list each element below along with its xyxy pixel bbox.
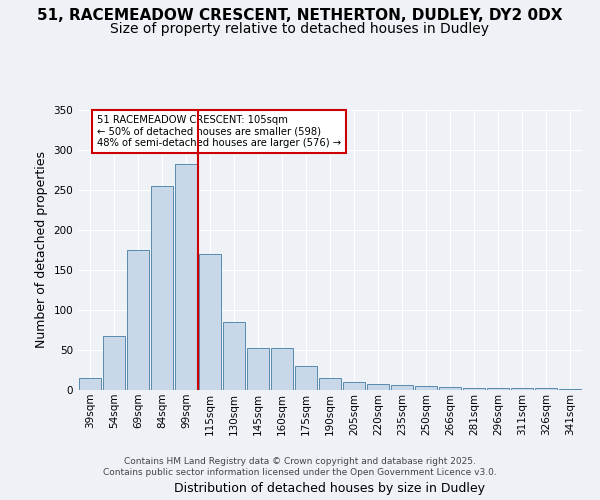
Bar [415, 386, 437, 390]
Bar [295, 366, 317, 390]
Bar [343, 382, 365, 390]
Bar [223, 322, 245, 390]
Bar [103, 336, 125, 390]
Bar [175, 164, 197, 390]
Bar [439, 387, 461, 390]
Text: 51, RACEMEADOW CRESCENT, NETHERTON, DUDLEY, DY2 0DX: 51, RACEMEADOW CRESCENT, NETHERTON, DUDL… [37, 8, 563, 22]
Bar [319, 378, 341, 390]
Bar [367, 384, 389, 390]
Bar [463, 388, 485, 390]
Bar [391, 385, 413, 390]
Bar [559, 389, 581, 390]
Bar [127, 250, 149, 390]
Bar [79, 378, 101, 390]
Bar [535, 388, 557, 390]
Text: Size of property relative to detached houses in Dudley: Size of property relative to detached ho… [110, 22, 490, 36]
Bar [511, 388, 533, 390]
Bar [151, 186, 173, 390]
Bar [271, 348, 293, 390]
Text: 51 RACEMEADOW CRESCENT: 105sqm
← 50% of detached houses are smaller (598)
48% of: 51 RACEMEADOW CRESCENT: 105sqm ← 50% of … [97, 115, 341, 148]
Bar [199, 254, 221, 390]
Text: Distribution of detached houses by size in Dudley: Distribution of detached houses by size … [175, 482, 485, 495]
Bar [247, 348, 269, 390]
Bar [487, 388, 509, 390]
Y-axis label: Number of detached properties: Number of detached properties [35, 152, 48, 348]
Text: Contains HM Land Registry data © Crown copyright and database right 2025.
Contai: Contains HM Land Registry data © Crown c… [103, 458, 497, 477]
